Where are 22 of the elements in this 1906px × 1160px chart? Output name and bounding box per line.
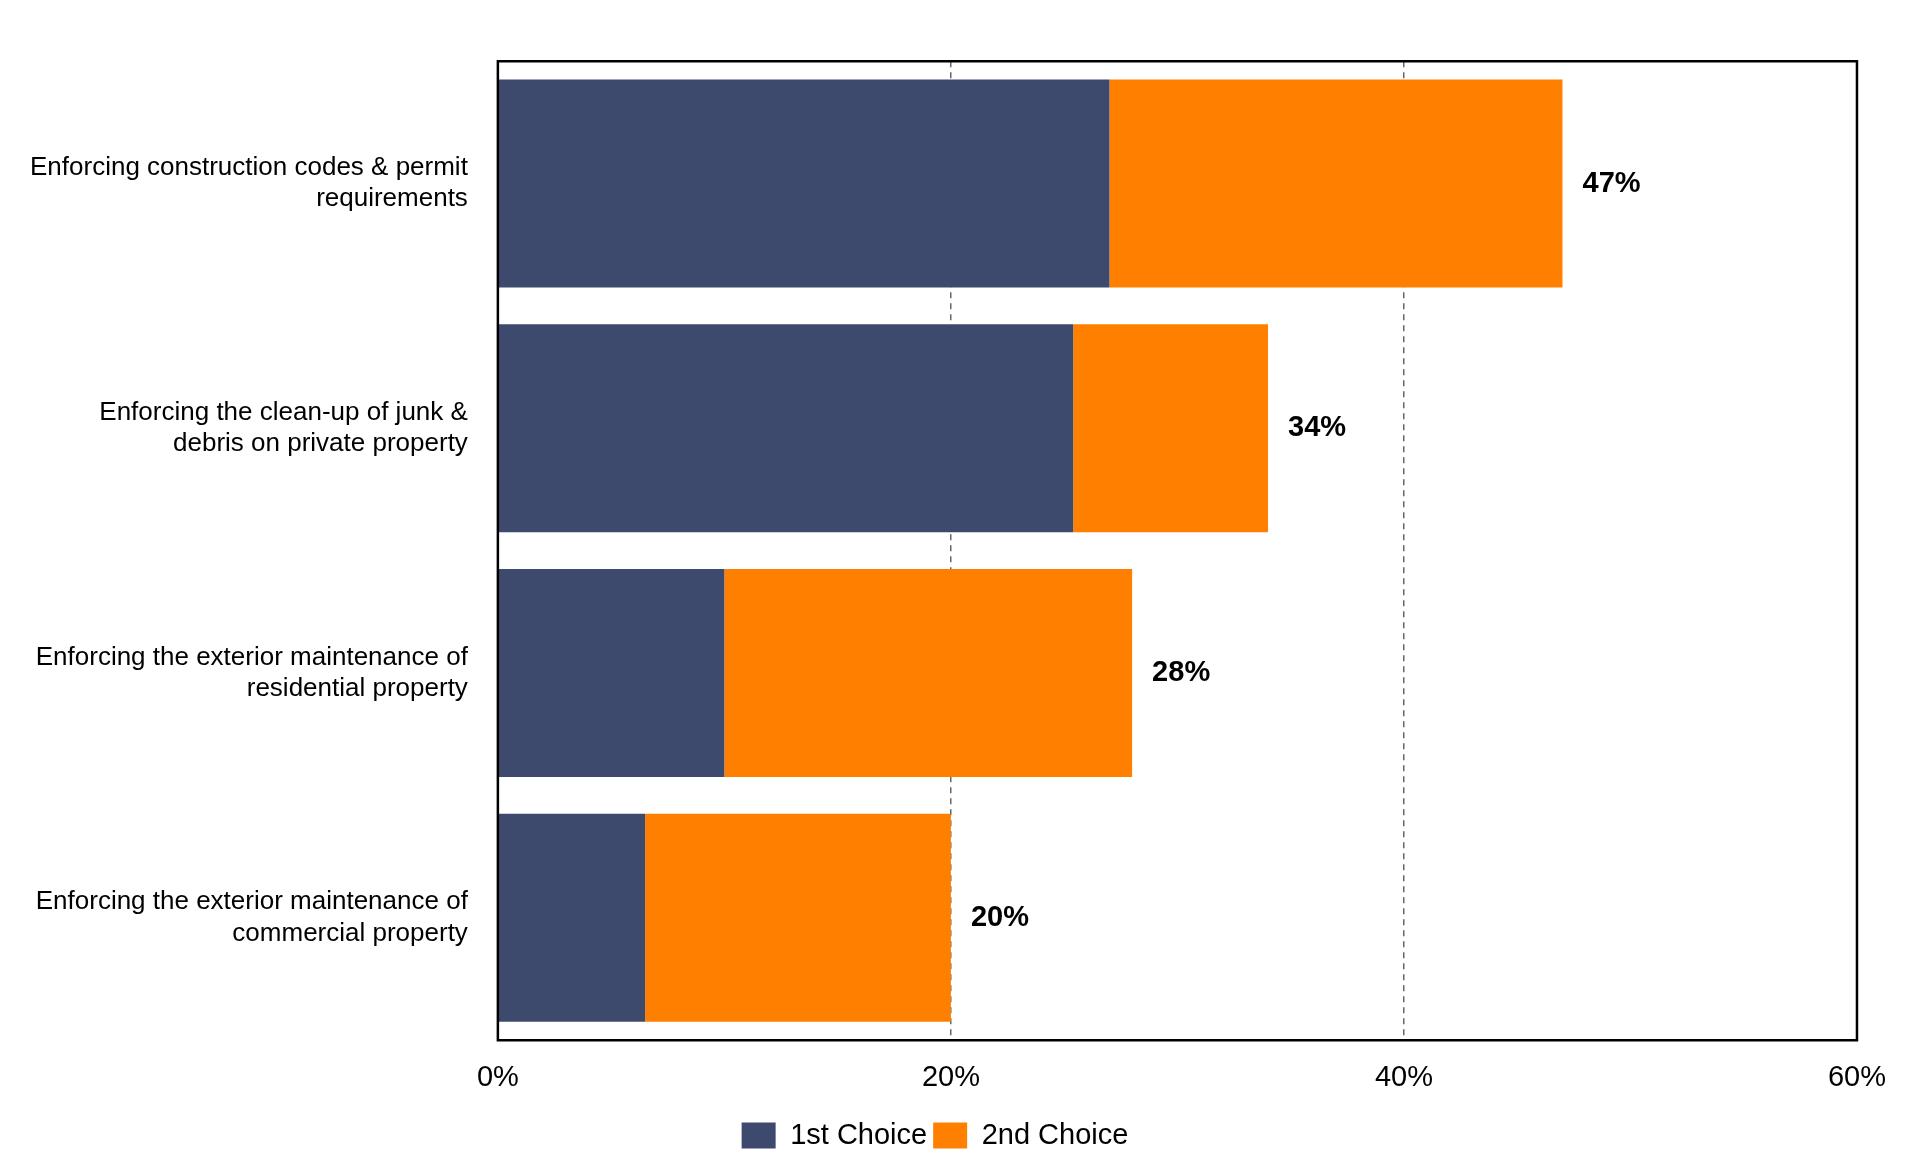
bar (498, 324, 1074, 533)
y-tick-label: Enforcing construction codes & permit requirements (30, 151, 469, 213)
bar (498, 79, 1110, 288)
x-tick-label: 20% (921, 1059, 980, 1092)
x-tick-label: 0% (476, 1059, 519, 1092)
total-label: 34% (1288, 410, 1347, 443)
x-tick-label: 40% (1374, 1059, 1433, 1092)
legend-label: 1st Choice (790, 1117, 928, 1150)
bar (1073, 324, 1269, 533)
y-tick-label: Enforcing the clean-up of junk & debris on private property (99, 395, 468, 458)
total-label: 20% (970, 899, 1030, 932)
bar (498, 813, 646, 1022)
total-label: 47% (1582, 165, 1641, 198)
bar (1109, 79, 1563, 288)
bar (724, 569, 1133, 778)
total-label: 28% (1152, 655, 1211, 688)
bar (498, 569, 725, 778)
x-tick-label: 60% (1827, 1059, 1886, 1092)
y-tick-label: Enforcing the exterior maintenance of residential property (35, 640, 469, 702)
bar (645, 813, 951, 1022)
y-tick-label: Enforcing the exterior maintenance of commercial property (35, 885, 469, 947)
legend-label: 2nd Choice (981, 1117, 1129, 1150)
